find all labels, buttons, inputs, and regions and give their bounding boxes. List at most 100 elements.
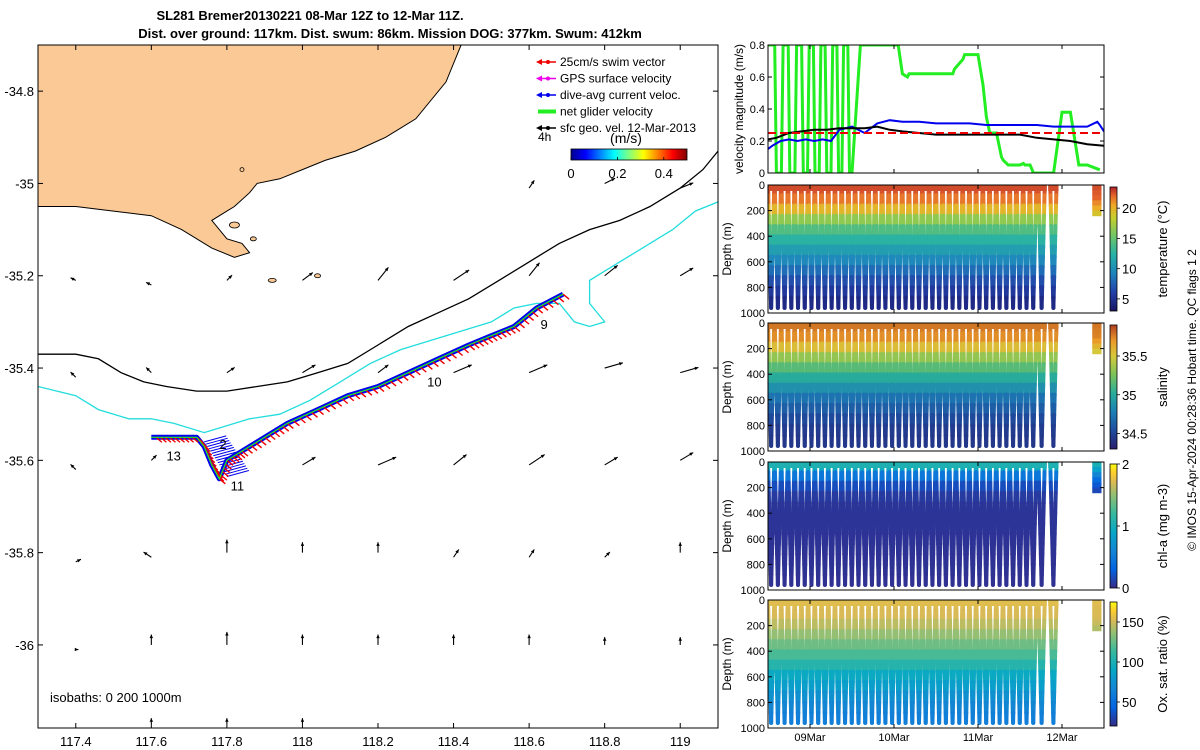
sfc-geo-vector bbox=[70, 463, 77, 470]
colorbar-tick-label: 0 bbox=[567, 166, 574, 181]
swim-vector bbox=[495, 333, 503, 340]
sfc-geo-vector bbox=[528, 262, 540, 277]
depth-tick-label: 400 bbox=[747, 646, 765, 658]
legend-label: 25cm/s swim vector bbox=[560, 55, 665, 69]
sfc-geo-vector bbox=[453, 364, 472, 374]
swim-vector bbox=[527, 314, 535, 321]
dive-profiles bbox=[768, 185, 1102, 310]
time-tick-label: 11Mar bbox=[963, 732, 994, 744]
depth-tick-label: 0 bbox=[759, 457, 765, 469]
swim-vector bbox=[246, 447, 253, 454]
dive-avg-current-vector bbox=[225, 467, 248, 475]
swim-vector bbox=[208, 457, 216, 464]
swim-vector bbox=[383, 383, 391, 390]
swim-vector bbox=[472, 342, 480, 349]
island bbox=[249, 236, 257, 242]
sfc-geo-vector bbox=[528, 454, 546, 466]
swim-vector bbox=[413, 369, 421, 376]
sfc-geo-vector bbox=[604, 362, 624, 369]
swim-vector bbox=[347, 395, 355, 402]
map-ytick-label: -35.6 bbox=[4, 453, 34, 468]
map-ytick-label: -34.8 bbox=[4, 84, 34, 99]
depth-tick-label: 200 bbox=[747, 621, 765, 633]
depth-colorbar bbox=[1109, 601, 1118, 727]
swim-vector bbox=[395, 377, 403, 384]
swim-vector bbox=[273, 431, 281, 438]
swim-vector bbox=[259, 439, 267, 446]
dive-avg-current-vector bbox=[210, 444, 233, 452]
colorbar-label: temperature (°C) bbox=[1155, 201, 1170, 298]
map-ytick-label: -35 bbox=[15, 176, 34, 191]
legend-label: dive-avg current veloc. bbox=[560, 88, 681, 102]
velocity-series bbox=[768, 119, 1104, 150]
depth-colorbar bbox=[1109, 186, 1118, 312]
map-y-axis: -34.8 -35 -35.2 -35.4 -35.6 -35.8 -36 bbox=[4, 84, 718, 653]
swim-vector bbox=[241, 450, 249, 457]
depth-ylabel: Depth (m) bbox=[720, 222, 734, 275]
swim-vector bbox=[431, 361, 439, 368]
net-glider-velocity-line bbox=[151, 293, 564, 481]
track-labels: 9 10 2 13 11 bbox=[166, 317, 547, 494]
velocity-ytick-label: 0.4 bbox=[750, 104, 765, 116]
depth-tick-label: 400 bbox=[747, 231, 765, 243]
dive-avg-current-vector bbox=[222, 463, 245, 471]
swim-vector bbox=[250, 445, 258, 452]
sfc-geo-vector bbox=[377, 267, 389, 281]
map-panel: 117.4 117.6 117.8 118 118.2 118.4 118.6 118.8 11… bbox=[4, 44, 719, 749]
swim-vector bbox=[509, 327, 516, 334]
swim-vector bbox=[226, 459, 234, 466]
swim-vector bbox=[169, 436, 176, 443]
sfc-geo-vector bbox=[75, 558, 82, 563]
colorbar-tick-label: 10 bbox=[1122, 262, 1136, 277]
sfc-geo-vector bbox=[302, 364, 316, 374]
depth-tick-label: 200 bbox=[747, 206, 765, 218]
depth-panel-frame bbox=[767, 599, 1105, 729]
legend-label: GPS surface velocity bbox=[560, 72, 671, 86]
island bbox=[267, 277, 277, 283]
island bbox=[229, 221, 240, 229]
map-xtick-label: 118 bbox=[292, 734, 313, 749]
sfc-geo-vector bbox=[300, 718, 305, 724]
sfc-geo-vector bbox=[528, 179, 535, 189]
depth-ylabel: Depth (m) bbox=[720, 499, 734, 552]
colorbar-tick-label: 0.4 bbox=[655, 166, 673, 181]
swim-vector bbox=[268, 433, 276, 441]
colorbar-tick-label: 35.5 bbox=[1122, 349, 1147, 364]
swim-vector bbox=[206, 453, 214, 460]
colorbar-tick-label: 150 bbox=[1122, 615, 1144, 630]
title-line-1: SL281 Bremer20130221 08-Mar 12Z to 12-Ma… bbox=[156, 8, 463, 23]
title-line-2: Dist. over ground: 117km. Dist. swum: 86… bbox=[138, 26, 642, 41]
isobath-200m bbox=[38, 201, 718, 434]
sfc-geo-vector bbox=[528, 364, 548, 374]
swim-vector bbox=[173, 436, 181, 443]
sfc-geo-vector bbox=[226, 274, 233, 281]
sfc-geo-vector bbox=[149, 634, 154, 645]
legend-label: net glider velocity bbox=[560, 105, 653, 119]
swim-vector bbox=[456, 349, 464, 357]
swim-vector bbox=[419, 366, 427, 373]
sfc-geo-vector bbox=[678, 637, 682, 645]
colorbar-tick-label: 100 bbox=[1122, 655, 1144, 670]
sfc-geo-vector bbox=[74, 647, 79, 652]
depth-panel-chl-a: 0 200 400 600 800 1000 Depth (m) 0 1 2 chl-a (mg m… bbox=[720, 457, 1170, 597]
sfc-geo-vector bbox=[679, 267, 694, 277]
swim-vector bbox=[220, 474, 228, 481]
colorbar-label: Ox. sat. ratio (%) bbox=[1155, 615, 1170, 713]
swim-vector bbox=[407, 372, 415, 379]
island bbox=[239, 167, 245, 173]
map-xtick-label: 118.4 bbox=[438, 734, 470, 749]
sfc-geo-vector bbox=[679, 452, 694, 461]
depth-tick-label: 600 bbox=[747, 534, 765, 546]
time-tick-label: 09Mar bbox=[794, 732, 826, 744]
swim-vector bbox=[155, 436, 163, 443]
sfc-geo-vector bbox=[453, 454, 467, 466]
legend-entry: dive-avg current veloc. bbox=[536, 88, 681, 102]
island bbox=[314, 273, 321, 279]
isobath-1000m bbox=[38, 150, 718, 392]
map-xtick-label: 118.2 bbox=[362, 734, 394, 749]
map-xtick-label: 117.8 bbox=[211, 734, 243, 749]
legend-entry: 25cm/s swim vector bbox=[536, 55, 665, 69]
depth-panel-salinity: 0 200 400 600 800 1000 Depth (m) 34.5 35 35.5 sali… bbox=[720, 318, 1170, 458]
sfc-geo-vector bbox=[225, 718, 229, 724]
